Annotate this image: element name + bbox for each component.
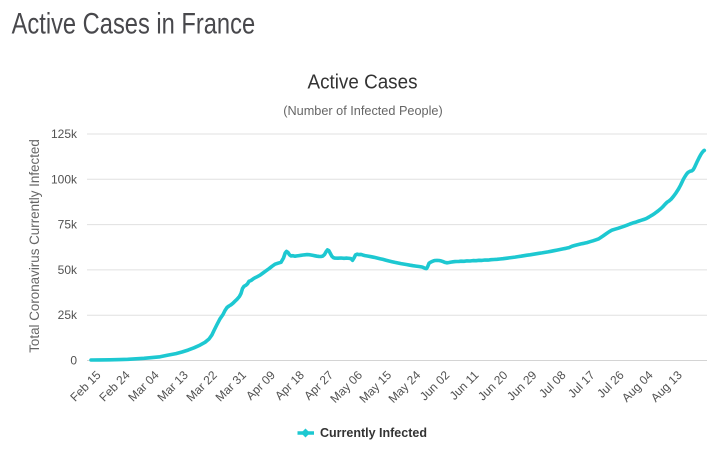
svg-text:Mar 04: Mar 04	[125, 368, 162, 405]
svg-text:Total Coronavirus Currently In: Total Coronavirus Currently Infected	[27, 139, 42, 353]
svg-text:Feb 15: Feb 15	[67, 368, 104, 405]
svg-text:0: 0	[70, 354, 77, 368]
svg-text:75k: 75k	[58, 218, 78, 232]
svg-text:Jul 08: Jul 08	[536, 368, 569, 401]
svg-text:Currently Infected: Currently Infected	[320, 426, 427, 440]
svg-text:Apr 18: Apr 18	[272, 368, 307, 403]
svg-text:Mar 13: Mar 13	[155, 368, 192, 405]
svg-text:Jun 20: Jun 20	[475, 368, 511, 404]
svg-text:Apr 09: Apr 09	[243, 368, 278, 403]
svg-text:Mar 31: Mar 31	[213, 368, 250, 405]
svg-text:Aug 04: Aug 04	[619, 368, 656, 405]
svg-text:25k: 25k	[58, 308, 78, 322]
svg-text:Aug 13: Aug 13	[648, 368, 685, 405]
svg-text:50k: 50k	[58, 263, 78, 277]
svg-text:Jun 29: Jun 29	[504, 368, 540, 404]
svg-text:125k: 125k	[51, 127, 78, 141]
svg-text:100k: 100k	[51, 172, 78, 186]
svg-text:Active Cases: Active Cases	[307, 71, 417, 94]
svg-text:Jul 17: Jul 17	[565, 368, 598, 401]
svg-text:Feb 24: Feb 24	[96, 368, 133, 405]
svg-text:Jun 02: Jun 02	[417, 368, 453, 404]
svg-text:(Number of Infected People): (Number of Infected People)	[283, 104, 442, 118]
svg-text:Jun 11: Jun 11	[447, 368, 482, 403]
svg-text:May 24: May 24	[386, 368, 424, 406]
svg-text:Mar 22: Mar 22	[184, 368, 221, 405]
svg-text:Active Cases in France: Active Cases in France	[12, 7, 256, 40]
